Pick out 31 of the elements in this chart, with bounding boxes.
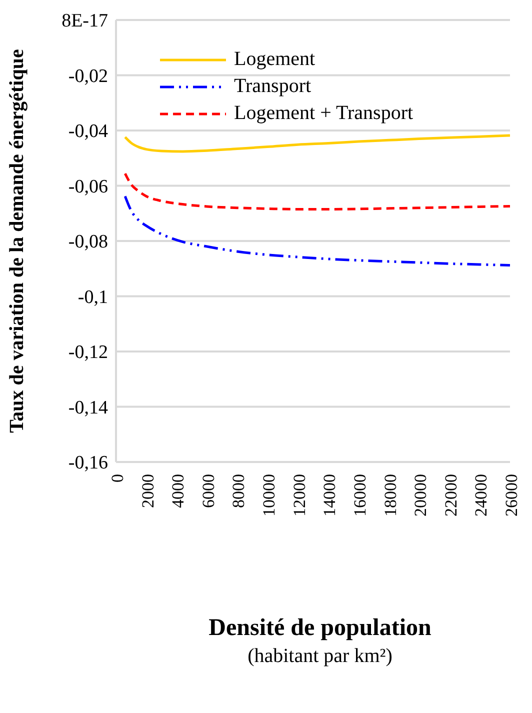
y-tick-label: -0,14 bbox=[68, 397, 108, 418]
line-series bbox=[124, 134, 510, 153]
legend-label: Logement bbox=[234, 48, 316, 71]
y-tick-label: -0,04 bbox=[68, 121, 108, 142]
x-tick-label: 24000 bbox=[472, 474, 491, 516]
legend-label: Logement + Transport bbox=[234, 102, 414, 125]
y-tick-label: -0,1 bbox=[78, 286, 108, 308]
x-tick-label: 16000 bbox=[350, 474, 370, 516]
y-tick-label: -0,16 bbox=[68, 452, 108, 474]
x-tick-label: 6000 bbox=[198, 474, 218, 508]
x-tick-label: 26000 bbox=[502, 474, 521, 516]
y-tick-label: -0,08 bbox=[68, 232, 108, 253]
y-tick-label: -0,12 bbox=[68, 342, 108, 364]
x-tick-label: 22000 bbox=[441, 474, 460, 516]
legend-label: Transport bbox=[234, 75, 312, 98]
x-tick-label: 0 bbox=[108, 474, 127, 482]
x-tick-label: 2000 bbox=[138, 474, 158, 508]
x-tick-label: 20000 bbox=[411, 474, 430, 516]
x-tick-label: 12000 bbox=[290, 474, 309, 516]
line-series bbox=[124, 195, 510, 267]
y-tick-label: -0,06 bbox=[68, 176, 108, 198]
x-tick-label: 18000 bbox=[380, 474, 400, 516]
x-tick-label: 8000 bbox=[229, 474, 248, 508]
x-tick-label: 4000 bbox=[168, 474, 188, 508]
y-tick-label: 8E-17 bbox=[62, 10, 108, 32]
y-tick-label: -0,02 bbox=[68, 66, 108, 87]
y-axis-title: Taux de variation de la demande énergétique bbox=[6, 49, 28, 433]
x-tick-label: 10000 bbox=[260, 474, 279, 516]
x-tick-label: 14000 bbox=[320, 474, 340, 516]
line-series bbox=[124, 172, 510, 210]
x-axis-title: Densité de population (habitant par km²) bbox=[208, 614, 432, 669]
